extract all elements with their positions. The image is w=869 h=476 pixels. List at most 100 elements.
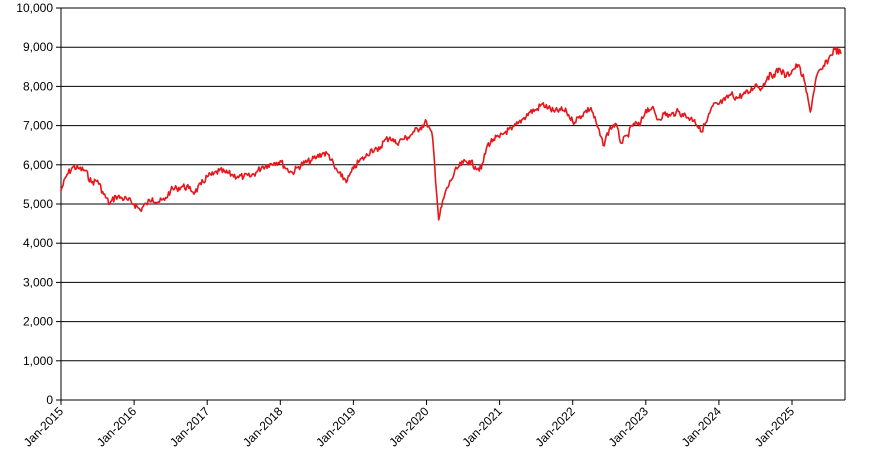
data-point — [693, 118, 696, 121]
data-point — [650, 107, 653, 109]
gridlines — [56, 7, 845, 401]
data-point — [583, 110, 586, 113]
data-point — [84, 169, 87, 172]
data-point — [772, 73, 775, 76]
data-point — [352, 167, 355, 170]
y-axis-tick-labels: 0 1,000 2,000 3,000 4,000 5,000 6,000 7,000 8,00… — [16, 1, 53, 407]
data-point — [212, 173, 215, 176]
data-point — [322, 152, 324, 154]
data-point — [181, 185, 184, 188]
data-point — [498, 136, 501, 139]
data-point — [121, 197, 123, 200]
series-group — [60, 46, 842, 221]
data-point — [516, 122, 519, 125]
data-point — [523, 116, 525, 119]
data-point — [614, 122, 617, 125]
y-tick-label: 10,000 — [16, 1, 53, 15]
y-tick-label: 9,000 — [23, 40, 53, 54]
y-tick-label: 8,000 — [23, 79, 53, 93]
data-point — [510, 128, 513, 131]
data-point — [833, 48, 836, 51]
data-point — [267, 163, 270, 166]
data-point — [449, 179, 452, 182]
data-point — [102, 193, 105, 196]
x-tick-label: Jan-2021 — [459, 404, 505, 450]
data-point — [261, 165, 263, 168]
x-tick-label: Jan-2023 — [606, 404, 652, 450]
data-point — [401, 138, 404, 141]
data-point — [486, 144, 489, 147]
data-point — [791, 69, 793, 72]
data-point — [736, 97, 739, 100]
data-point — [376, 150, 379, 152]
data-point — [255, 171, 257, 174]
data-point — [382, 140, 385, 143]
data-point — [145, 203, 148, 205]
data-point — [309, 159, 312, 162]
data-point — [669, 114, 672, 117]
data-point — [133, 203, 136, 205]
data-point — [711, 105, 714, 107]
data-point — [718, 103, 720, 105]
y-tick-label: 2,000 — [23, 315, 53, 329]
data-point — [334, 167, 337, 170]
data-point — [242, 175, 245, 178]
data-point — [681, 112, 684, 115]
data-point — [474, 165, 477, 168]
data-point — [815, 75, 818, 78]
data-point — [425, 120, 428, 123]
axes — [60, 8, 846, 405]
data-point — [705, 120, 708, 123]
data-point — [657, 118, 659, 121]
data-point — [596, 124, 598, 127]
data-point — [175, 187, 178, 190]
data-point — [827, 58, 830, 60]
data-point — [821, 67, 824, 70]
data-point — [730, 93, 732, 96]
data-point — [163, 199, 166, 201]
data-point — [803, 79, 806, 82]
x-tick-label: Jan-2022 — [533, 404, 579, 450]
data-point — [90, 181, 93, 184]
data-point — [188, 187, 190, 190]
data-point — [218, 169, 221, 172]
data-point — [626, 134, 629, 137]
data-point — [553, 110, 556, 113]
x-tick-label: Jan-2019 — [313, 404, 359, 450]
data-point — [547, 107, 550, 109]
data-point — [535, 109, 538, 111]
data-point — [72, 165, 75, 168]
data-point — [60, 189, 62, 192]
data-point — [419, 126, 422, 129]
data-point — [785, 75, 787, 78]
data-point — [492, 138, 495, 141]
data-point — [632, 122, 635, 125]
data-point — [279, 159, 282, 162]
y-tick-label: 4,000 — [23, 236, 53, 250]
data-point — [248, 175, 251, 178]
data-point — [328, 154, 330, 156]
data-point — [559, 109, 562, 111]
data-point — [778, 67, 781, 70]
data-point — [194, 191, 196, 194]
data-point — [285, 167, 288, 170]
data-point — [139, 208, 142, 211]
data-point — [108, 203, 111, 205]
data-point — [273, 161, 276, 164]
x-tick-label: Jan-2025 — [752, 404, 798, 450]
y-tick-label: 0 — [46, 393, 53, 407]
data-point — [443, 193, 446, 196]
data-point — [839, 52, 842, 54]
data-point — [529, 110, 531, 113]
data-point — [675, 110, 678, 113]
data-point — [407, 136, 410, 139]
data-point — [699, 130, 702, 133]
data-point — [169, 189, 172, 192]
data-point — [687, 116, 690, 119]
data-point — [206, 175, 209, 178]
data-point — [157, 201, 160, 203]
data-point — [236, 175, 239, 178]
data-point — [724, 99, 726, 102]
data-point — [577, 116, 580, 119]
